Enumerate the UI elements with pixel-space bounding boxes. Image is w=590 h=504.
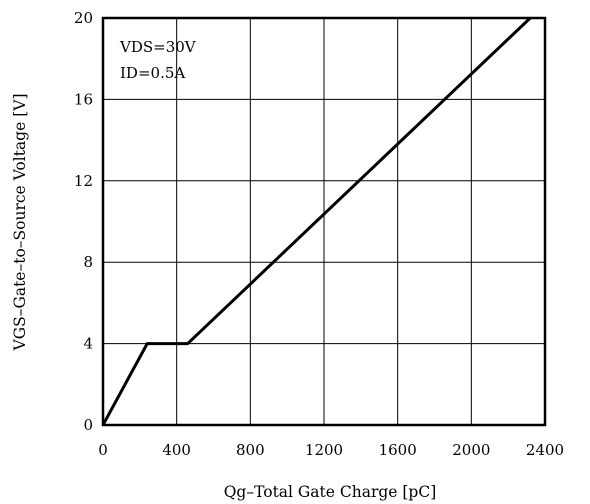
plot-frame bbox=[101, 16, 547, 427]
x-tick-label: 2400 bbox=[526, 441, 564, 459]
y-axis-title: VGS–Gate–to–Source Voltage [V] bbox=[11, 94, 29, 352]
x-tick-label: 1200 bbox=[305, 441, 343, 459]
y-tick-label: 0 bbox=[83, 416, 93, 434]
annotation-vds: VDS=30V bbox=[119, 38, 197, 56]
x-axis-title: Qg–Total Gate Charge [pC] bbox=[224, 483, 437, 501]
y-tick-label: 4 bbox=[83, 335, 93, 353]
x-tick-label: 2000 bbox=[452, 441, 490, 459]
y-tick-label: 20 bbox=[74, 9, 93, 27]
gate-charge-curve bbox=[101, 16, 532, 426]
annotation-id: ID=0.5A bbox=[120, 64, 185, 82]
y-tick-label: 12 bbox=[74, 172, 93, 190]
series-layer bbox=[101, 16, 532, 426]
x-tick-label: 800 bbox=[236, 441, 265, 459]
x-tick-label: 400 bbox=[162, 441, 191, 459]
x-tick-label: 1600 bbox=[379, 441, 417, 459]
tick-labels: 0 400 800 1200 1600 2000 2400 0 4 8 12 16 20 bbox=[74, 9, 564, 459]
x-tick-label: 0 bbox=[98, 441, 108, 459]
y-tick-label: 8 bbox=[83, 253, 93, 271]
y-tick-label: 16 bbox=[74, 90, 93, 108]
